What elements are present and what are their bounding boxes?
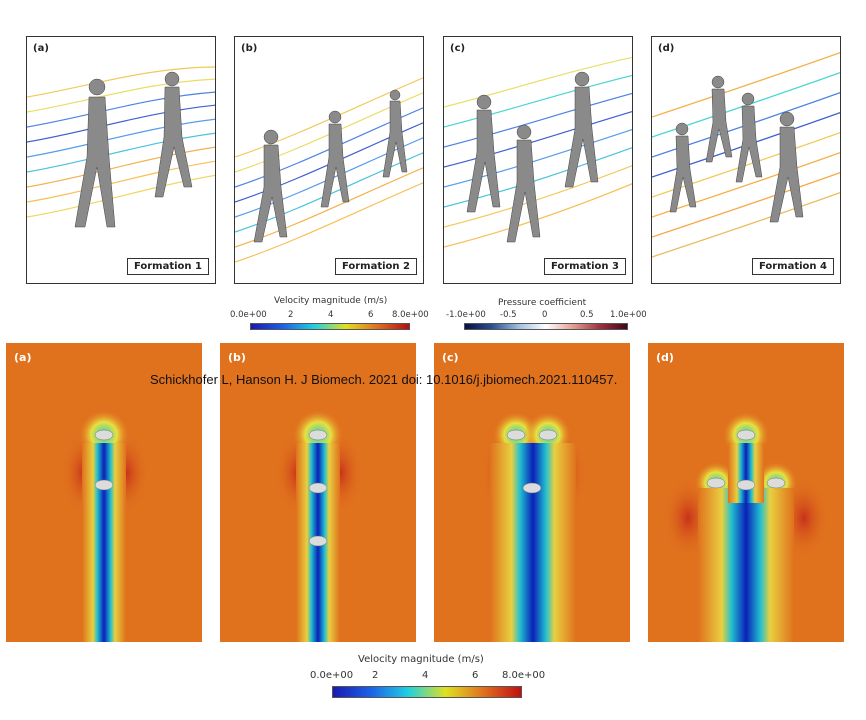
streamline-panel-c: (c) Formation 3	[443, 36, 633, 284]
formation-label: Formation 2	[335, 258, 417, 275]
pressure-colorbar: Pressure coefficient -1.0e+00 -0.5 0 0.5…	[446, 298, 656, 338]
tick-label: -1.0e+00	[446, 310, 486, 320]
velocity-field-panel-b: (b)	[220, 343, 416, 642]
velocity-field-panel-c: (c)	[434, 343, 630, 642]
panel-label: (c)	[450, 43, 465, 54]
panel-label: (c)	[442, 351, 459, 364]
tick-label: 2	[372, 670, 378, 681]
panel-label: (b)	[241, 43, 257, 54]
tick-label: 6	[368, 310, 373, 320]
tick-label: 0.5	[580, 310, 594, 320]
wake-region	[82, 443, 126, 642]
streamline-panel-d: (d) Formation 4	[651, 36, 841, 284]
colorbar-title: Velocity magnitude (m/s)	[274, 296, 387, 306]
runner-figures	[467, 72, 598, 242]
formation-label: Formation 4	[752, 258, 834, 275]
streamline-plot-b	[235, 37, 424, 284]
tick-label: 8.0e+00	[392, 310, 429, 320]
velocity-field-c	[434, 343, 630, 642]
velocity-field-b	[220, 343, 416, 642]
colorbar-gradient	[464, 323, 628, 330]
tick-label: 8.0e+00	[502, 670, 545, 681]
streamline-plot-d	[652, 37, 841, 284]
tick-label: 1.0e+00	[610, 310, 647, 320]
runner-figures	[254, 90, 407, 242]
wake-region	[490, 443, 576, 642]
formation-label: Formation 1	[127, 258, 209, 275]
streamline-panel-b: (b) Formation 2	[234, 36, 424, 284]
tick-label: 4	[422, 670, 428, 681]
formation-label: Formation 3	[544, 258, 626, 275]
colorbar-gradient	[250, 323, 410, 330]
velocity-field-a	[6, 343, 202, 642]
colorbar-gradient	[332, 686, 522, 698]
tick-label: 0.0e+00	[310, 670, 353, 681]
tick-label: 0	[542, 310, 547, 320]
tick-label: 0.0e+00	[230, 310, 267, 320]
streamline-panel-a: (a) Formation 1	[26, 36, 216, 284]
wake-region	[728, 443, 764, 503]
panel-label: (d)	[656, 351, 674, 364]
streamline-plot-c	[444, 37, 633, 284]
panel-label: (d)	[658, 43, 674, 54]
citation-text: Schickhofer L, Hanson H. J Biomech. 2021…	[150, 372, 617, 387]
tick-label: 2	[288, 310, 293, 320]
panel-label: (a)	[33, 43, 49, 54]
velocity-colorbar-top: Velocity magnitude (m/s) 0.0e+00 2 4 6 8…	[230, 296, 430, 336]
velocity-field-panel-a: (a)	[6, 343, 202, 642]
streamlines	[27, 67, 216, 217]
velocity-field-d	[648, 343, 844, 642]
tick-label: 4	[328, 310, 333, 320]
velocity-colorbar-bottom: Velocity magnitude (m/s) 0.0e+00 2 4 6 8…	[310, 654, 560, 704]
velocity-field-panel-d: (d)	[648, 343, 844, 642]
colorbar-title: Pressure coefficient	[498, 298, 586, 308]
tick-label: -0.5	[500, 310, 517, 320]
panel-label: (a)	[14, 351, 31, 364]
panel-label: (b)	[228, 351, 246, 364]
streamlines	[444, 57, 633, 247]
tick-label: 6	[472, 670, 478, 681]
wake-region	[698, 488, 794, 642]
streamline-plot-a	[27, 37, 216, 284]
runner-figures	[75, 72, 192, 227]
colorbar-title: Velocity magnitude (m/s)	[358, 654, 484, 665]
